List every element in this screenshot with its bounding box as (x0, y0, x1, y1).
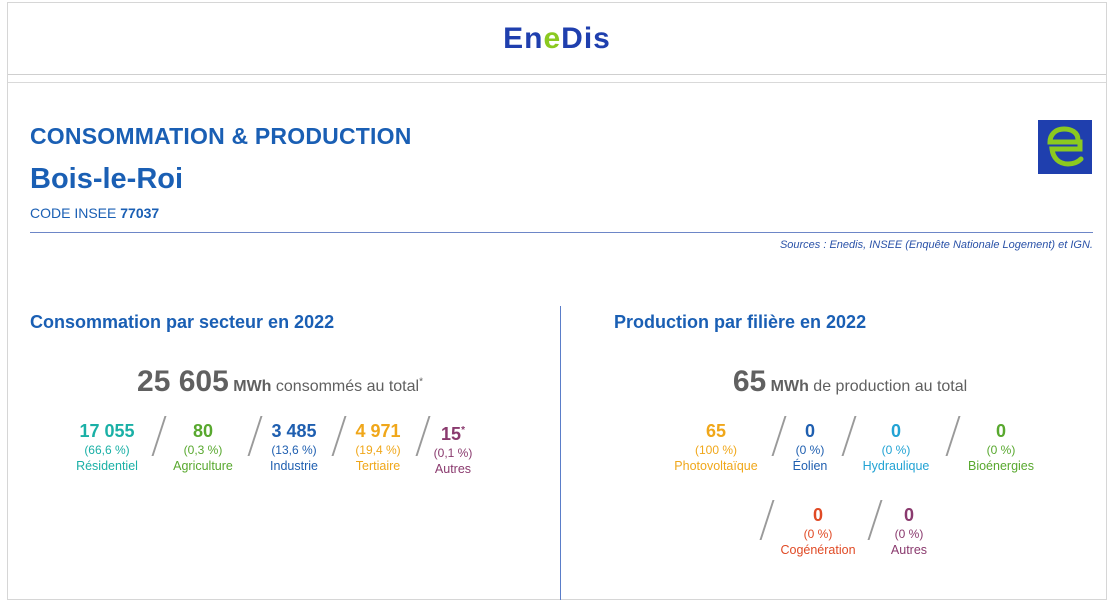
sources-note: Sources : Enedis, INSEE (Enquête Nationa… (779, 239, 1093, 251)
top-banner: EneDis (8, 3, 1106, 74)
consumption-residentiel: 17 055 (66,6 %) Résidentiel (76, 421, 138, 473)
enedis-logo[interactable]: EneDis (503, 21, 611, 55)
production-eolien: 0 (0 %) Éolien (792, 421, 828, 473)
production-title: Production par filière en 2022 (614, 312, 867, 332)
page-frame (7, 2, 1107, 600)
production-cogeneration: 0 (0 %) Cogénération (780, 505, 856, 557)
section-divider (560, 306, 561, 600)
consumption-tertiaire: 4 971 (19,4 %) Tertiaire (355, 421, 401, 473)
production-hydraulique: 0 (0 %) Hydraulique (862, 421, 930, 473)
production-autres: 0 (0 %) Autres (890, 505, 928, 557)
consumption-industrie: 3 485 (13,6 %) Industrie (270, 421, 318, 473)
page-title: CONSOMMATION & PRODUCTION (30, 123, 412, 149)
consumption-autres: 15* (0,1 %) Autres (433, 424, 473, 476)
city-name: Bois-le-Roi (30, 163, 184, 195)
production-photovoltaique: 65 (100 %) Photovoltaïque (674, 421, 758, 473)
production-bioenergies: 0 (0 %) Bioénergies (967, 421, 1034, 473)
consumption-total: 25 605 MWh consommés au total* (137, 365, 423, 398)
insee-code: CODE INSEE 77037 (30, 205, 160, 221)
banner-divider-2 (8, 82, 1106, 83)
consumption-agriculture: 80 (0,3 %) Agriculture (173, 421, 233, 473)
header-rule (30, 232, 1093, 233)
production-total: 65 MWh de production au total (732, 365, 968, 398)
banner-divider (8, 74, 1106, 75)
consumption-title: Consommation par secteur en 2022 (30, 312, 335, 332)
enedis-e-icon (1038, 120, 1092, 174)
